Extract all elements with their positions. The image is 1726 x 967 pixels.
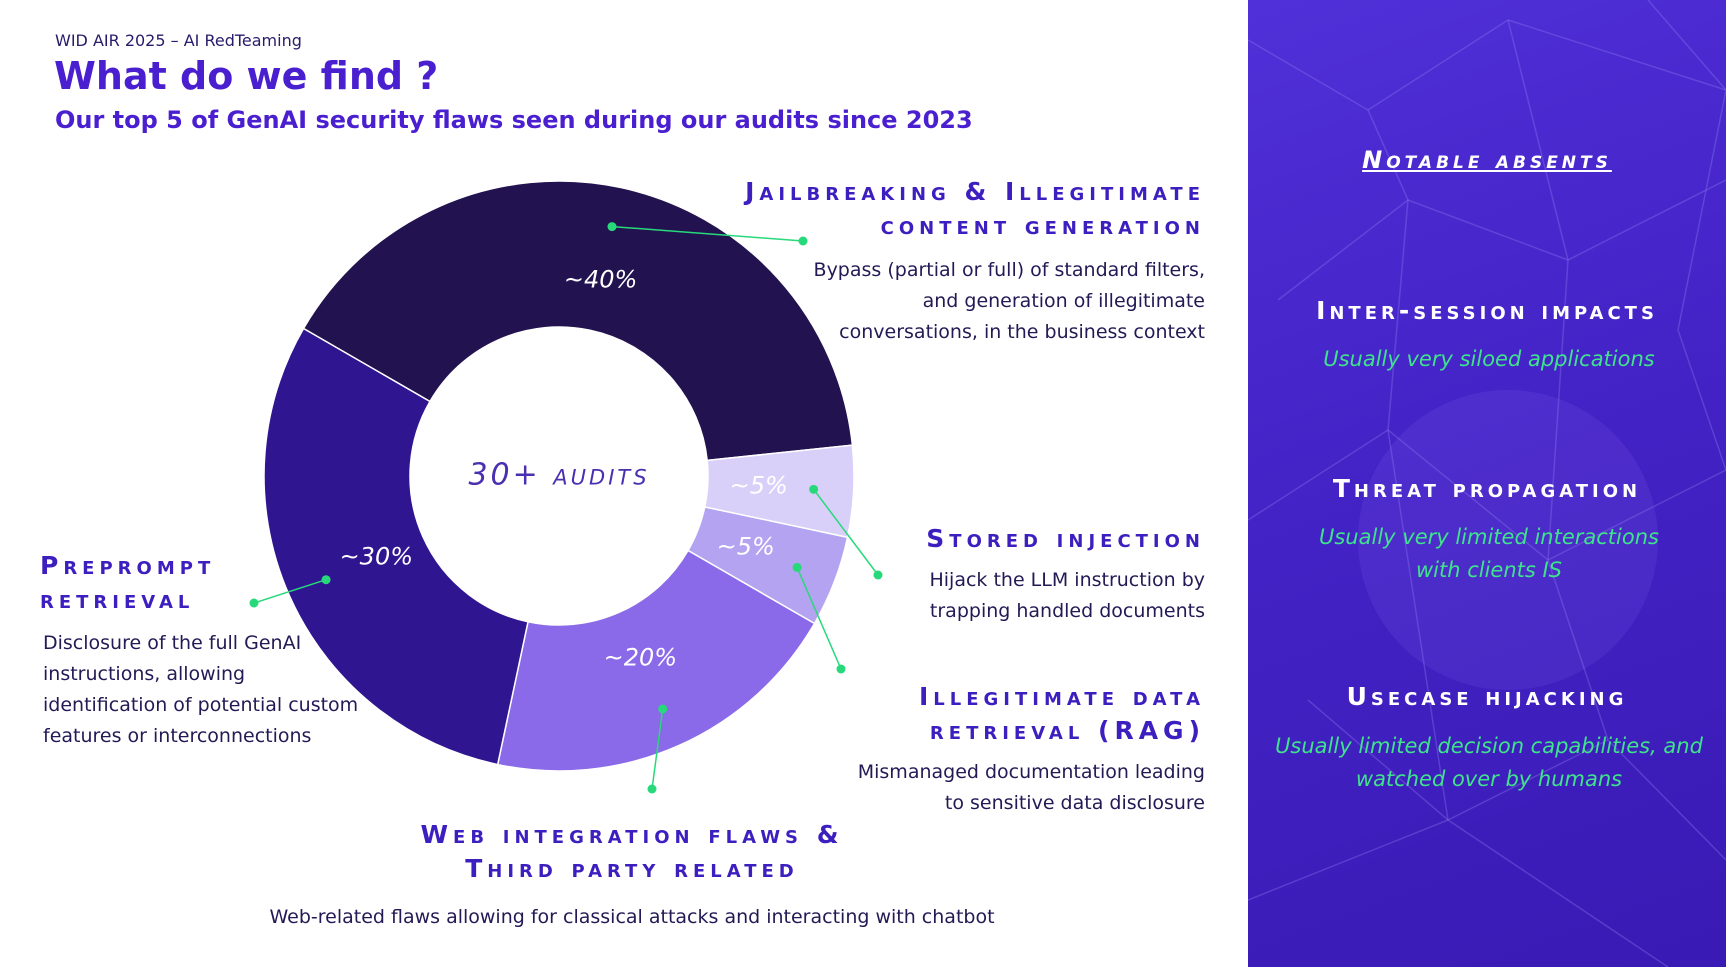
- leader-line: [813, 488, 879, 576]
- category-title: Preprompt retrieval: [40, 551, 216, 614]
- sidebar-item-description: Usually very siloed applications: [1323, 347, 1655, 371]
- donut-slice: [496, 549, 816, 772]
- sidebar-item-description: Usually limited decision capabilities, a…: [1275, 734, 1703, 791]
- sidebar-item-title: Threat propagation: [1332, 474, 1642, 503]
- leader-dot: [809, 484, 819, 494]
- category-title: Illegitimate data retrieval (RAG): [919, 682, 1205, 745]
- value-label: ~20%: [604, 644, 677, 672]
- leader-dot: [792, 562, 802, 572]
- category-title: Jailbreaking & Illegitimate content gene…: [745, 177, 1205, 240]
- donut-chart: ~40% ~5% ~5% ~20% ~30% 30+ audits: [249, 180, 883, 794]
- leader-dot: [647, 784, 657, 794]
- center-label: 30+ audits: [468, 458, 649, 493]
- value-label: ~5%: [717, 533, 775, 561]
- leaders: [249, 222, 883, 794]
- category-description: Bypass (partial or full) of standard fil…: [813, 259, 1205, 343]
- sidebar-item-title: Inter-session impacts: [1316, 296, 1658, 325]
- slices: [263, 180, 855, 772]
- value-label: ~30%: [340, 542, 413, 570]
- slide-title: What do we find ?: [54, 54, 439, 98]
- leader-line: [796, 567, 842, 670]
- sidebar-item-description: Usually very limited interactions with c…: [1319, 525, 1659, 582]
- value-label: ~5%: [730, 471, 788, 499]
- leader-dot: [321, 575, 331, 585]
- category-description: Disclosure of the full GenAI instruction…: [43, 632, 359, 747]
- sidebar-item-title: Usecase hijacking: [1346, 682, 1628, 711]
- network-background: [1248, 0, 1726, 967]
- sidebar-title: Notable absents: [1362, 146, 1612, 174]
- leader-line: [253, 579, 327, 604]
- leader-line: [651, 708, 664, 790]
- category-description: Mismanaged documentation leading to sens…: [857, 761, 1205, 814]
- leader-dot: [658, 704, 668, 714]
- donut-slice: [302, 180, 854, 462]
- kicker: WID AIR 2025 – AI RedTeaming: [55, 31, 302, 50]
- leader-dot: [798, 236, 808, 246]
- category-description: Hijack the LLM instruction by trapping h…: [929, 569, 1205, 622]
- leader-dot: [249, 598, 259, 608]
- subtitle: Our top 5 of GenAI security flaws seen d…: [55, 106, 973, 134]
- category-title: Stored injection: [926, 524, 1205, 553]
- leader-dot: [873, 570, 883, 580]
- value-label: ~40%: [564, 265, 637, 293]
- category-title: Web integration flaws & Third party rela…: [420, 820, 844, 883]
- leader-dot: [607, 222, 617, 232]
- leader-dot: [836, 664, 846, 674]
- leader-line: [611, 225, 804, 242]
- donut-slice: [263, 327, 529, 766]
- category-description: Web-related flaws allowing for classical…: [269, 906, 995, 928]
- sidebar: Notable absents Inter-session impacts Usu…: [1248, 0, 1726, 967]
